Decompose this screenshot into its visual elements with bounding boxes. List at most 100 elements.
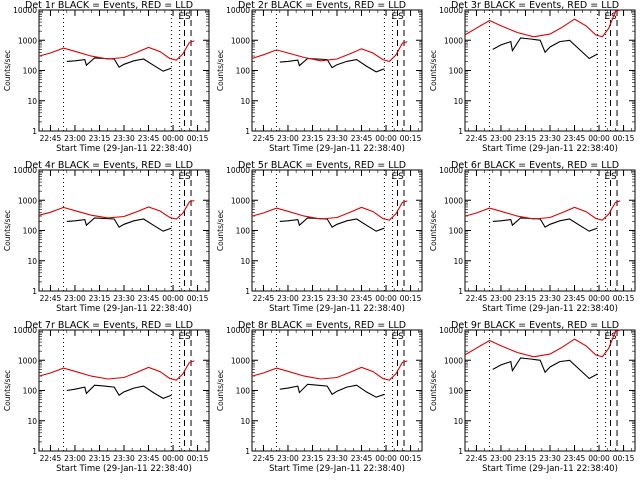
x-tick-label: 00:15: [613, 294, 635, 303]
lld-series-line: [464, 200, 621, 221]
corner-marker-label: E: [178, 332, 184, 342]
x-tick-label: 00:15: [400, 454, 422, 463]
x-tick-label: 22:45: [40, 454, 62, 463]
chart-panel-7: Det 7r BLACK = Events, RED = LLD 1 10 100 10…: [3, 320, 210, 474]
chart-title: Det 1r BLACK = Events, RED = LLD: [25, 0, 193, 11]
x-tick-label: 23:00: [277, 294, 299, 303]
y-tick-label: 100: [449, 387, 464, 396]
x-tick-label: 23:30: [539, 454, 561, 463]
x-tick-label: 23:15: [302, 294, 324, 303]
x-tick-label: 23:15: [89, 134, 111, 143]
y-axis-label: Counts/sec: [429, 50, 438, 91]
y-tick-label: 10000: [439, 166, 463, 175]
x-axis-label: Start Time (29-Jan-11 22:38:40): [56, 464, 192, 474]
lld-series-line: [38, 360, 195, 381]
x-tick-label: 00:00: [588, 454, 610, 463]
x-tick-label: 23:00: [64, 294, 86, 303]
x-axis-label: Start Time (29-Jan-11 22:38:40): [482, 304, 618, 314]
plot-frame: [38, 9, 210, 132]
y-tick-label: 10: [27, 417, 37, 426]
x-tick-label: 00:00: [588, 294, 610, 303]
corner-marker-label: S: [611, 172, 617, 182]
corner-marker-label: S: [185, 12, 191, 22]
plot-frame: [464, 9, 636, 132]
chart-title: Det 8r BLACK = Events, RED = LLD: [238, 320, 406, 331]
x-tick-label: 23:45: [564, 134, 586, 143]
x-tick-label: 23:45: [564, 294, 586, 303]
y-tick-label: 1000: [231, 196, 250, 205]
x-tick-label: 23:45: [138, 134, 160, 143]
x-tick-label: 23:30: [113, 294, 135, 303]
x-tick-label: 00:00: [375, 294, 397, 303]
chart-panel-4: Det 4r BLACK = Events, RED = LLD 1 10 100 10…: [3, 160, 210, 314]
x-tick-label: 23:30: [113, 454, 135, 463]
y-tick-label: 1: [458, 287, 463, 296]
events-series-line: [492, 357, 598, 380]
lld-series-line: [38, 199, 195, 220]
x-tick-label: 23:30: [326, 294, 348, 303]
plot-frame: [251, 169, 423, 292]
x-tick-label: 23:30: [326, 454, 348, 463]
y-tick-label: 10000: [226, 6, 250, 15]
chart-title: Det 6r BLACK = Events, RED = LLD: [451, 160, 619, 171]
y-axis-label: Counts/sec: [3, 370, 12, 411]
x-tick-label: 23:15: [89, 454, 111, 463]
y-axis-label: Counts/sec: [3, 50, 12, 91]
y-tick-label: 10: [240, 97, 250, 106]
y-axis-label: Counts/sec: [429, 370, 438, 411]
plot-frame: [251, 329, 423, 452]
x-tick-label: 23:45: [564, 454, 586, 463]
y-tick-label: 1000: [18, 356, 37, 365]
x-axis-label: Start Time (29-Jan-11 22:38:40): [269, 304, 405, 314]
x-tick-label: 00:00: [162, 454, 184, 463]
y-tick-label: 1: [245, 287, 250, 296]
y-tick-label: 1: [245, 447, 250, 456]
x-tick-label: 22:45: [40, 134, 62, 143]
x-tick-label: 23:00: [490, 134, 512, 143]
events-series-line: [279, 217, 385, 232]
plot-frame: [464, 329, 636, 452]
x-tick-label: 22:45: [466, 454, 488, 463]
corner-marker-label: S: [185, 332, 191, 342]
x-tick-label: 23:00: [490, 454, 512, 463]
x-axis-label: Start Time (29-Jan-11 22:38:40): [56, 144, 192, 154]
x-tick-label: 00:15: [400, 294, 422, 303]
y-axis-label: Counts/sec: [3, 210, 12, 251]
y-tick-label: 10: [27, 257, 37, 266]
x-tick-label: 00:15: [613, 454, 635, 463]
chart-panel-3: Det 3r BLACK = Events, RED = LLD 1 10 100 10…: [429, 0, 636, 154]
x-tick-label: 22:45: [40, 294, 62, 303]
y-tick-label: 1: [32, 447, 37, 456]
corner-marker-label: S: [398, 172, 404, 182]
events-series-line: [66, 57, 172, 72]
y-tick-label: 10: [240, 257, 250, 266]
x-tick-label: 22:45: [253, 134, 275, 143]
x-tick-label: 00:00: [375, 134, 397, 143]
events-series-line: [492, 37, 598, 60]
events-series-line: [279, 57, 385, 73]
x-tick-label: 23:30: [539, 294, 561, 303]
y-tick-label: 1: [458, 127, 463, 136]
y-tick-label: 10000: [13, 6, 37, 15]
x-tick-label: 23:15: [515, 294, 537, 303]
chart-panel-9: Det 9r BLACK = Events, RED = LLD 1 10 100 10…: [429, 320, 636, 474]
events-series-line: [66, 217, 172, 232]
x-tick-label: 00:15: [187, 294, 209, 303]
y-tick-label: 100: [23, 387, 38, 396]
y-tick-label: 100: [23, 227, 38, 236]
chart-title: Det 4r BLACK = Events, RED = LLD: [25, 160, 193, 171]
chart-title: Det 9r BLACK = Events, RED = LLD: [451, 320, 619, 331]
y-tick-label: 1000: [444, 36, 463, 45]
x-tick-label: 23:15: [89, 294, 111, 303]
x-tick-label: 23:45: [351, 294, 373, 303]
events-series-line: [279, 383, 385, 398]
y-tick-label: 10: [453, 257, 463, 266]
corner-marker-label: S: [398, 332, 404, 342]
y-axis-label: Counts/sec: [429, 210, 438, 251]
corner-marker-label: E: [391, 12, 397, 22]
x-tick-label: 22:45: [466, 134, 488, 143]
chart-title: Det 2r BLACK = Events, RED = LLD: [238, 0, 406, 11]
y-tick-label: 10000: [13, 326, 37, 335]
y-tick-label: 100: [449, 227, 464, 236]
